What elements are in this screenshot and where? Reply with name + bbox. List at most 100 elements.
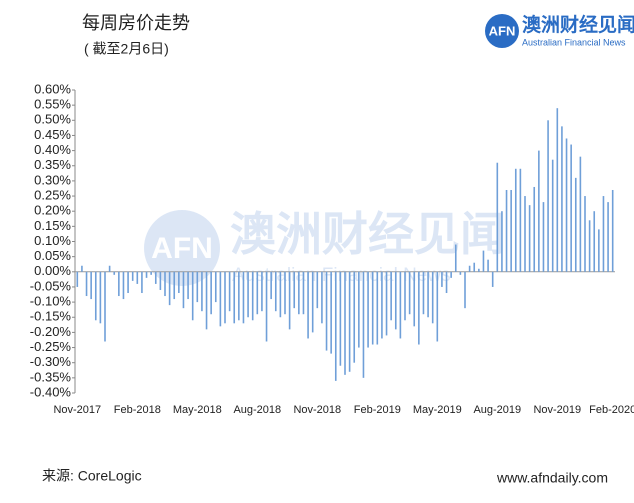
watermark-name: 澳洲财经见闻 bbox=[230, 208, 506, 260]
bar bbox=[131, 271, 134, 281]
bar bbox=[367, 271, 369, 348]
bar bbox=[94, 271, 97, 321]
bar bbox=[99, 271, 102, 324]
bar bbox=[353, 271, 356, 363]
x-tick-label: Nov-2018 bbox=[293, 404, 341, 416]
bar bbox=[224, 271, 226, 324]
bar bbox=[547, 120, 549, 272]
bar bbox=[519, 168, 522, 272]
y-tick-label: 0.35% bbox=[34, 157, 71, 172]
bar bbox=[385, 271, 388, 336]
bar bbox=[159, 271, 162, 290]
bar bbox=[607, 202, 609, 272]
bar bbox=[574, 177, 577, 272]
bar bbox=[136, 271, 139, 284]
logo-name: 澳洲财经见闻 bbox=[522, 13, 634, 36]
bar bbox=[436, 271, 439, 342]
bar bbox=[178, 271, 180, 294]
bar bbox=[238, 271, 240, 321]
bar bbox=[214, 271, 217, 303]
bar bbox=[510, 189, 512, 272]
bar bbox=[81, 265, 83, 272]
bar bbox=[334, 271, 337, 381]
bar bbox=[482, 250, 485, 272]
y-tick-label: 0.05% bbox=[34, 248, 71, 263]
bar bbox=[270, 271, 272, 300]
bar bbox=[588, 220, 591, 272]
y-tick-label: 0.20% bbox=[34, 203, 71, 218]
bar bbox=[408, 271, 411, 315]
watermark-english: Australian Financial News bbox=[232, 265, 451, 286]
bar bbox=[265, 271, 268, 342]
y-tick-label: 0.25% bbox=[34, 187, 71, 202]
bar bbox=[431, 271, 434, 324]
bar bbox=[538, 150, 540, 272]
bar bbox=[371, 271, 374, 345]
bar bbox=[293, 271, 296, 309]
bar bbox=[565, 138, 568, 272]
bar bbox=[150, 271, 152, 275]
y-tick-label: -0.05% bbox=[30, 278, 72, 293]
bar bbox=[561, 126, 563, 272]
bar bbox=[219, 271, 222, 327]
bar bbox=[76, 271, 79, 287]
bar bbox=[339, 271, 342, 366]
website: www.afndaily.com bbox=[496, 470, 608, 486]
y-tick-label: -0.15% bbox=[30, 309, 72, 324]
bar bbox=[256, 271, 259, 315]
logo-english: Australian Financial News bbox=[522, 37, 626, 47]
bar bbox=[311, 271, 314, 333]
y-tick-label: -0.30% bbox=[30, 354, 72, 369]
bar bbox=[154, 271, 157, 284]
x-tick-label: Nov-2017 bbox=[53, 404, 101, 416]
bar bbox=[422, 271, 425, 315]
bar bbox=[459, 271, 462, 275]
bar bbox=[141, 271, 143, 294]
bar bbox=[201, 271, 203, 312]
bar bbox=[464, 271, 466, 309]
bar bbox=[491, 271, 494, 287]
x-tick-label: Nov-2019 bbox=[533, 404, 581, 416]
chart-title: 每周房价走势 bbox=[82, 13, 190, 33]
bar bbox=[321, 271, 323, 324]
bar bbox=[298, 271, 300, 315]
y-tick-label: -0.10% bbox=[30, 294, 72, 309]
bar bbox=[191, 271, 194, 321]
y-tick-label: 0.50% bbox=[34, 112, 71, 127]
watermark: AFN 澳洲财经见闻 Australian Financial News bbox=[144, 208, 506, 286]
y-tick-label: 0.30% bbox=[34, 172, 71, 187]
bar bbox=[145, 271, 148, 278]
bar bbox=[251, 271, 254, 321]
chart-subtitle: ( 截至2月6日) bbox=[84, 41, 169, 57]
bar bbox=[556, 108, 559, 272]
bar bbox=[205, 271, 208, 330]
bar bbox=[173, 271, 176, 300]
bar bbox=[394, 271, 397, 330]
bar bbox=[307, 271, 309, 339]
bar bbox=[242, 271, 245, 324]
bar bbox=[247, 271, 249, 318]
bar bbox=[261, 271, 263, 312]
bar bbox=[533, 186, 536, 272]
y-tick-label: 0.40% bbox=[34, 142, 71, 157]
bar bbox=[168, 271, 171, 306]
bar bbox=[302, 271, 305, 315]
bar bbox=[164, 271, 166, 297]
bar bbox=[579, 156, 582, 272]
bar bbox=[505, 189, 508, 272]
bar bbox=[445, 271, 448, 294]
bar bbox=[108, 265, 111, 272]
bar bbox=[418, 271, 420, 345]
bar bbox=[330, 271, 332, 354]
bar bbox=[104, 271, 106, 342]
y-tick-label: -0.35% bbox=[30, 369, 72, 384]
bar bbox=[598, 229, 600, 272]
bar bbox=[524, 196, 526, 272]
bar bbox=[450, 271, 452, 278]
bar bbox=[404, 271, 406, 321]
bar bbox=[542, 202, 545, 272]
bar bbox=[325, 271, 328, 351]
bar bbox=[274, 271, 277, 312]
bar bbox=[362, 271, 365, 378]
y-tick-label: 0.60% bbox=[34, 81, 71, 96]
